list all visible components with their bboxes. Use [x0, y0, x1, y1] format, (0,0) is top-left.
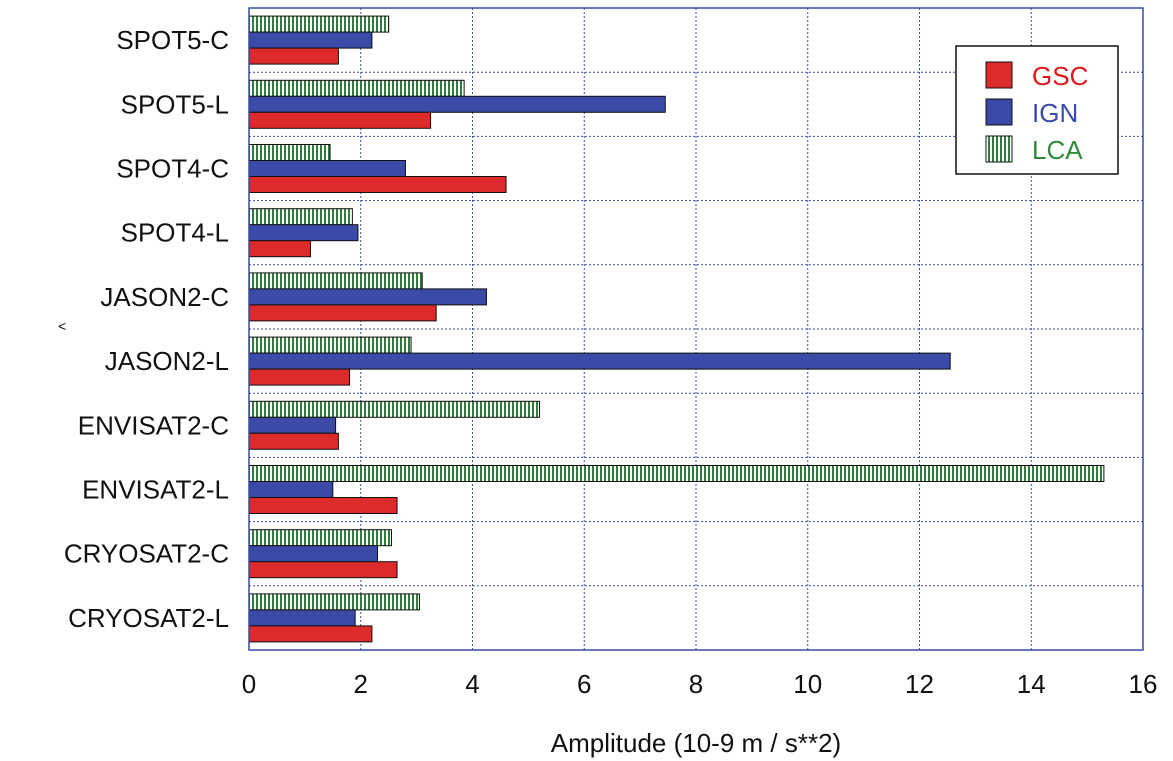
x-tick-label: 14 [1017, 669, 1046, 699]
category-label: JASON2-C [100, 282, 229, 312]
bar-ign-spot5-c [248, 31, 373, 49]
bar-ign-cryosat2-l [248, 609, 356, 627]
bar-ign-spot4-l [248, 224, 359, 242]
category-label: CRYOSAT2-L [68, 603, 229, 633]
bar-gsc-spot5-l [248, 111, 432, 129]
legend-label-gsc: GSC [1032, 61, 1088, 91]
x-tick-label: 16 [1129, 669, 1158, 699]
legend: GSC IGN LCA [955, 45, 1119, 175]
bar-lca-cryosat2-c [248, 529, 392, 547]
legend-swatch-ign [985, 98, 1013, 126]
x-tick-label: 6 [577, 669, 591, 699]
bar-ign-envisat2-l [248, 481, 334, 498]
x-axis-title: Amplitude (10-9 m / s**2) [551, 728, 841, 758]
category-label: SPOT5-C [116, 25, 229, 55]
legend-box [955, 45, 1119, 175]
grid [249, 8, 1143, 650]
category-label: ENVISAT2-L [82, 475, 229, 505]
category-label: ENVISAT2-C [78, 410, 229, 440]
annotation-mark: < [58, 318, 66, 334]
bar-ign-jason2-l [248, 352, 951, 370]
x-tick-label: 4 [465, 669, 479, 699]
bar-ign-jason2-c [248, 288, 487, 306]
bar-ign-cryosat2-c [248, 545, 379, 563]
legend-label-lca: LCA [1032, 135, 1083, 165]
legend-swatch-gsc [985, 61, 1013, 89]
bar-gsc-envisat2-c [248, 432, 339, 450]
legend-label-ign: IGN [1032, 98, 1078, 128]
bar-lca-spot5-l [248, 79, 465, 97]
bar-lca-jason2-c [248, 272, 423, 290]
legend-swatch-lca [985, 135, 1013, 163]
bar-ign-spot4-c [248, 160, 406, 177]
bar-lca-envisat2-l [248, 465, 1105, 482]
category-label: SPOT4-L [121, 218, 229, 248]
bar-lca-spot4-l [248, 208, 353, 226]
bar-gsc-spot4-l [248, 240, 311, 258]
plot-frame [248, 7, 1144, 651]
bar-gsc-cryosat2-c [248, 561, 398, 579]
x-tick-label: 8 [689, 669, 703, 699]
bar-gsc-cryosat2-l [248, 625, 373, 643]
bar-lca-spot4-c [248, 144, 331, 161]
x-tick-label: 12 [905, 669, 934, 699]
x-tick-label: 0 [242, 669, 256, 699]
bar-gsc-envisat2-l [248, 497, 398, 514]
category-label: JASON2-L [105, 346, 229, 376]
bar-gsc-jason2-c [248, 304, 437, 322]
bar-gsc-jason2-l [248, 368, 351, 386]
category-label: SPOT5-L [121, 89, 229, 119]
bar-gsc-spot5-c [248, 47, 339, 65]
x-tick-label: 10 [793, 669, 822, 699]
bar-ign-envisat2-c [248, 416, 337, 434]
category-labels: SPOT5-C SPOT5-L SPOT4-C SPOT4-L JASON2-C JASO… [64, 25, 229, 633]
bar-gsc-spot4-c [248, 176, 507, 193]
category-label: SPOT4-C [116, 154, 229, 184]
bar-lca-envisat2-c [248, 400, 541, 418]
bar-lca-spot5-c [248, 15, 390, 33]
x-tick-label: 2 [354, 669, 368, 699]
bars [248, 15, 1105, 643]
category-label: CRYOSAT2-C [64, 539, 229, 569]
bar-lca-cryosat2-l [248, 593, 420, 611]
bar-ign-spot5-l [248, 95, 666, 113]
bar-lca-jason2-l [248, 336, 412, 354]
x-tick-labels: 0 2 4 6 8 10 12 14 16 [242, 669, 1158, 699]
